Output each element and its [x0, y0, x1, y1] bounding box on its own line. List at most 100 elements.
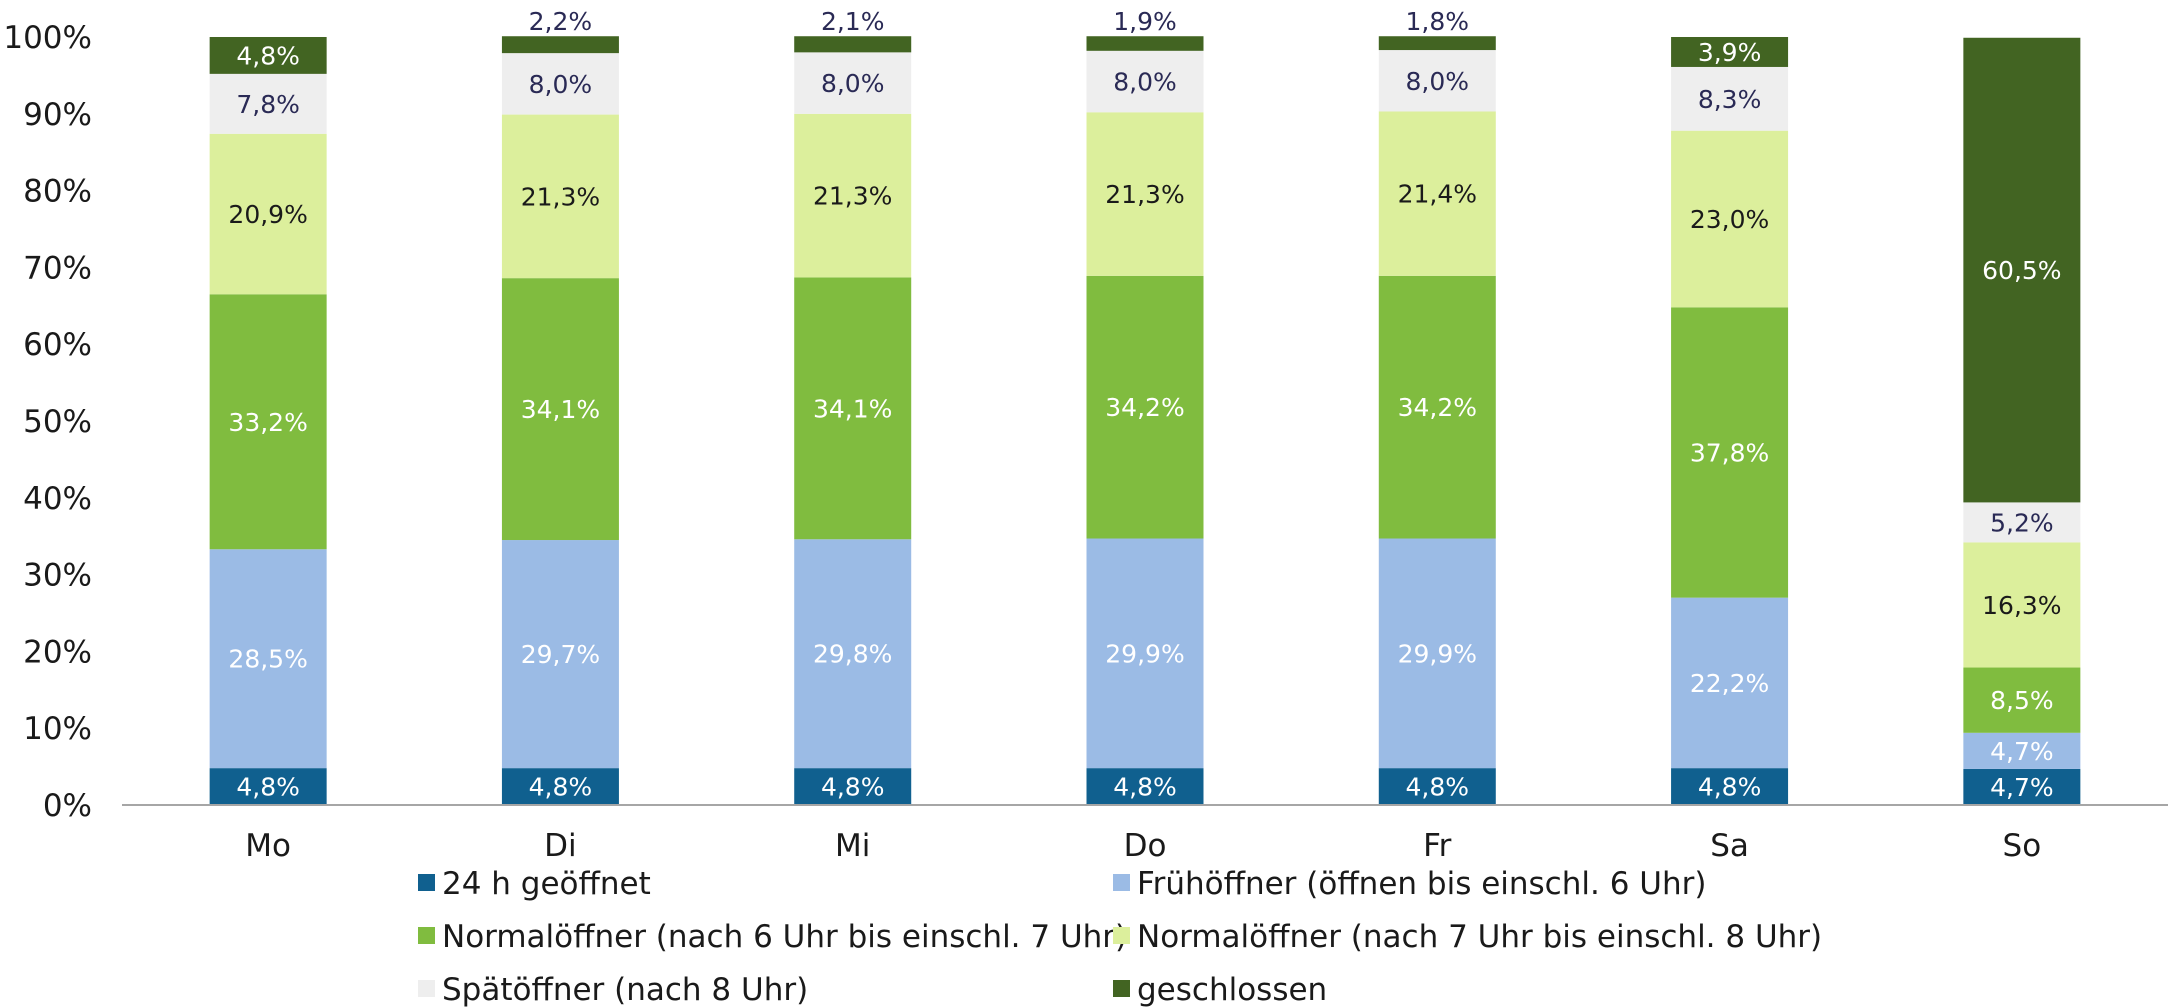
bar-segment [209, 768, 327, 805]
data-label: 29,9% [1105, 639, 1184, 668]
data-label: 4,7% [1990, 773, 2054, 802]
data-label: 4,7% [1990, 737, 2054, 766]
data-label: 2,2% [529, 7, 593, 36]
data-label: 3,9% [1698, 38, 1762, 67]
data-label: 21,3% [1105, 180, 1184, 209]
y-tick-label: 40% [23, 481, 92, 517]
bar-segment [1671, 130, 1789, 308]
data-label: 34,1% [813, 394, 892, 423]
bar-segment [1086, 768, 1204, 805]
legend-swatch [1113, 927, 1130, 944]
data-label: 60,5% [1982, 256, 2061, 285]
x-category-label: Mi [835, 828, 870, 864]
data-label: 4,8% [821, 773, 885, 802]
bar-segment [501, 540, 619, 769]
x-category-label: Do [1124, 828, 1167, 864]
data-label: 33,2% [228, 408, 307, 437]
bar-segment [1963, 768, 2081, 805]
y-axis: 0% 10% 20% 30% 40% 50% 60% 70% 80% 90% 100% [3, 20, 92, 824]
data-label: 29,9% [1398, 639, 1477, 668]
data-label: 8,0% [1113, 68, 1177, 97]
bar-segment [1378, 111, 1496, 276]
y-tick-label: 10% [23, 711, 92, 747]
data-label: 4,8% [529, 773, 593, 802]
bar-segment [1378, 275, 1496, 539]
data-label: 23,0% [1690, 205, 1769, 234]
y-tick-label: 100% [3, 20, 92, 56]
x-category-label: Mo [245, 828, 291, 864]
bar-segment [1671, 37, 1789, 67]
data-label: 21,4% [1398, 180, 1477, 209]
legend-swatch [418, 980, 435, 997]
bar-segment [794, 539, 912, 769]
bar-segment [794, 768, 912, 805]
bar-segment [1086, 112, 1204, 276]
bar-segment [1378, 50, 1496, 112]
legend-swatch [418, 927, 435, 944]
data-label: 4,8% [1113, 773, 1177, 802]
bar-segment [1671, 597, 1789, 769]
bar-segment [209, 73, 327, 134]
data-label: 8,0% [821, 69, 885, 98]
data-label: 4,8% [1406, 773, 1470, 802]
x-category-label: Sa [1710, 828, 1749, 864]
legend-label: geschlossen [1137, 972, 1327, 1007]
data-label: 21,3% [813, 182, 892, 211]
bar-segment [1671, 768, 1789, 805]
data-label: 21,3% [521, 182, 600, 211]
bar-segment [1086, 538, 1204, 769]
data-label: 28,5% [228, 645, 307, 674]
data-label: 29,7% [521, 640, 600, 669]
bar-segment [209, 37, 327, 74]
bar-segment [1963, 732, 2081, 769]
data-label: 20,9% [228, 200, 307, 229]
y-tick-label: 30% [23, 558, 92, 594]
legend-label: Normalöffner (nach 6 Uhr bis einschl. 7 … [442, 919, 1127, 955]
y-tick-label: 20% [23, 634, 92, 670]
data-label: 29,8% [813, 640, 892, 669]
bar-segment [794, 36, 912, 53]
data-label: 8,0% [529, 70, 593, 99]
bar-segment [1963, 502, 2081, 543]
bar-segment [1963, 542, 2081, 668]
data-label: 8,0% [1406, 67, 1470, 96]
data-label: 4,8% [236, 773, 300, 802]
data-label: 34,2% [1398, 393, 1477, 422]
data-label: 22,2% [1690, 669, 1769, 698]
legend-swatch [1113, 874, 1130, 891]
y-tick-label: 90% [23, 97, 92, 133]
bar-segment [1086, 36, 1204, 51]
bar-segment [1963, 667, 2081, 733]
bar-segment [1378, 36, 1496, 51]
x-category-label: So [2003, 828, 2042, 864]
bar-segment [794, 52, 912, 114]
bar-segment [501, 114, 619, 279]
y-tick-label: 80% [23, 174, 92, 210]
bar-segment [501, 278, 619, 541]
bar-segment [209, 549, 327, 769]
bar-segment [794, 277, 912, 540]
legend: 24 h geöffnet Frühöffner (öffnen bis eins… [418, 866, 1822, 1007]
data-label: 16,3% [1982, 591, 2061, 620]
data-label: 1,9% [1113, 7, 1177, 36]
x-axis: Mo Di Mi Do Fr Sa So [122, 804, 2168, 864]
bar-segment [794, 113, 912, 278]
legend-label: 24 h geöffnet [442, 866, 651, 902]
bar-segment [501, 36, 619, 54]
bar-segment [1378, 768, 1496, 805]
data-label: 37,8% [1690, 438, 1769, 467]
bar-segment [501, 53, 619, 115]
bar-segment [501, 768, 619, 805]
bar-segment [1671, 307, 1789, 598]
bar-segment [209, 133, 327, 295]
legend-label: Frühöffner (öffnen bis einschl. 6 Uhr) [1137, 866, 1706, 902]
legend-label: Spätöffner (nach 8 Uhr) [442, 972, 808, 1007]
x-category-label: Fr [1423, 828, 1452, 864]
legend-swatch [1113, 980, 1130, 997]
legend-label: Normalöffner (nach 7 Uhr bis einschl. 8 … [1137, 919, 1822, 955]
data-label: 8,3% [1698, 85, 1762, 114]
x-category-label: Di [544, 828, 576, 864]
data-label: 5,2% [1990, 508, 2054, 537]
bar-segment [1086, 275, 1204, 539]
